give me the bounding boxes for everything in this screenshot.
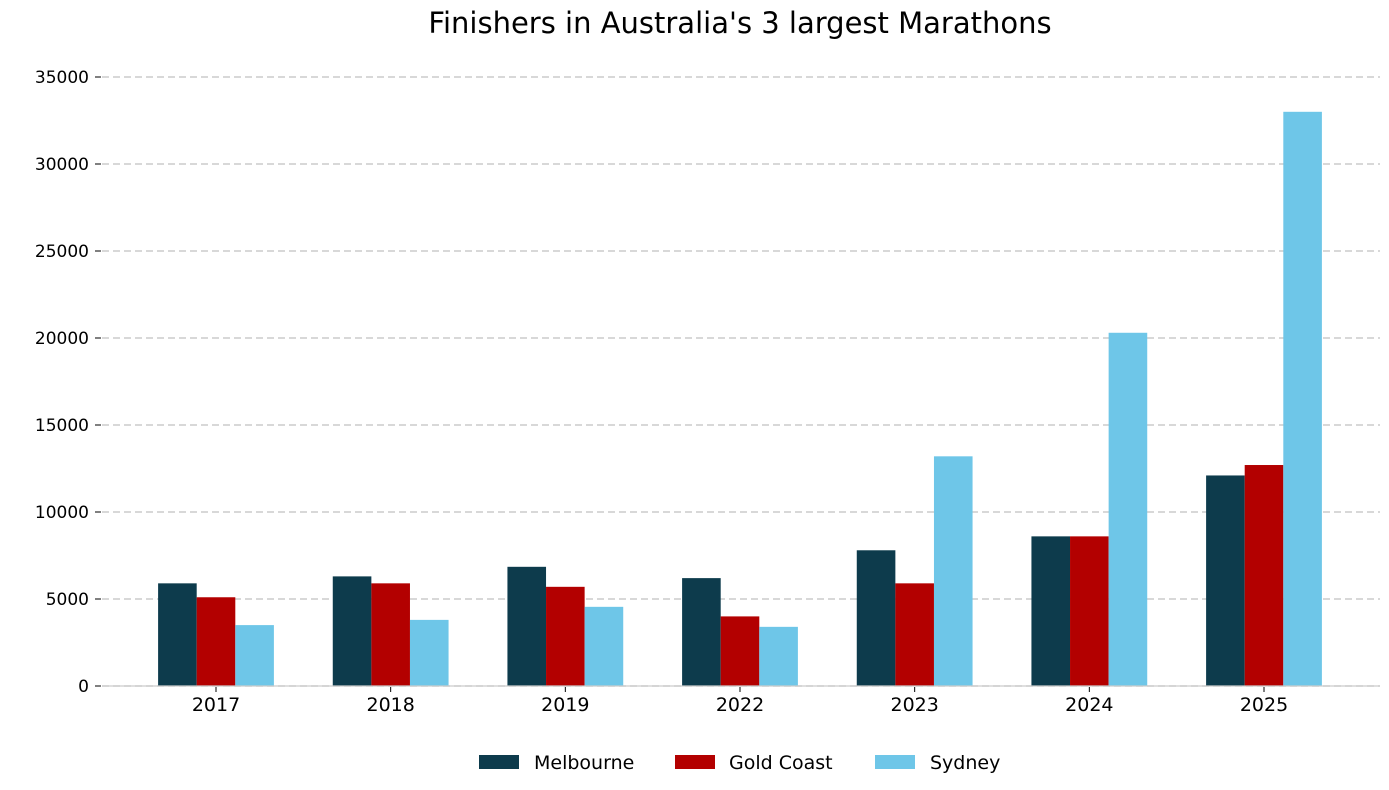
legend-swatch: [479, 755, 519, 769]
bar-melbourne: [332, 576, 372, 686]
bar-melbourne: [1206, 475, 1245, 686]
bars: [158, 111, 1322, 687]
x-tick-label: 2019: [541, 694, 589, 716]
x-tick-label: 2022: [716, 694, 764, 716]
y-tick-label: 5000: [46, 590, 89, 610]
bar-melbourne: [682, 578, 721, 686]
legend-swatch: [875, 755, 915, 769]
legend-label: Gold Coast: [729, 752, 833, 774]
y-tick-label: 35000: [35, 68, 89, 88]
x-tick-label: 2018: [366, 694, 414, 716]
y-tick-label: 15000: [35, 416, 89, 436]
bar-gold-coast: [546, 586, 585, 686]
bar-gold-coast: [720, 616, 760, 686]
bar-gold-coast: [1070, 536, 1109, 686]
chart-title: Finishers in Australia's 3 largest Marat…: [428, 6, 1051, 40]
x-tick-label: 2017: [192, 694, 240, 716]
bar-sydney: [584, 606, 624, 686]
bar-melbourne: [507, 566, 547, 686]
y-tick-label: 10000: [35, 503, 89, 523]
x-tick-label: 2023: [890, 694, 938, 716]
y-tick-label: 0: [78, 677, 89, 697]
bar-melbourne: [1031, 536, 1071, 686]
legend: Melbourne Gold Coast Sydney: [479, 752, 1000, 774]
bar-sydney: [235, 625, 274, 686]
y-axis-ticks: 0 5000 10000 15000 20000 25000 30000 35000: [35, 68, 101, 697]
bar-sydney: [1283, 111, 1322, 687]
bar-melbourne: [856, 550, 896, 686]
bar-sydney: [759, 626, 798, 686]
y-tick-label: 25000: [35, 242, 89, 262]
legend-swatch: [675, 755, 715, 769]
bar-sydney: [1108, 332, 1148, 686]
bar-sydney: [409, 619, 449, 686]
x-axis-ticks: 2017 2018 2019 2022 2023 2024 2025: [192, 687, 1288, 716]
bar-gold-coast: [371, 583, 410, 686]
bar-gold-coast: [895, 583, 934, 686]
legend-label: Sydney: [930, 752, 1000, 774]
y-tick-label: 20000: [35, 329, 89, 349]
bar-sydney: [933, 456, 973, 686]
legend-label: Melbourne: [534, 752, 634, 774]
bar-gold-coast: [196, 597, 236, 686]
gridlines: [102, 76, 1380, 687]
y-tick-label: 30000: [35, 155, 89, 175]
x-tick-label: 2025: [1240, 694, 1288, 716]
bar-melbourne: [158, 583, 197, 686]
bar-gold-coast: [1244, 465, 1284, 686]
x-tick-label: 2024: [1065, 694, 1113, 716]
